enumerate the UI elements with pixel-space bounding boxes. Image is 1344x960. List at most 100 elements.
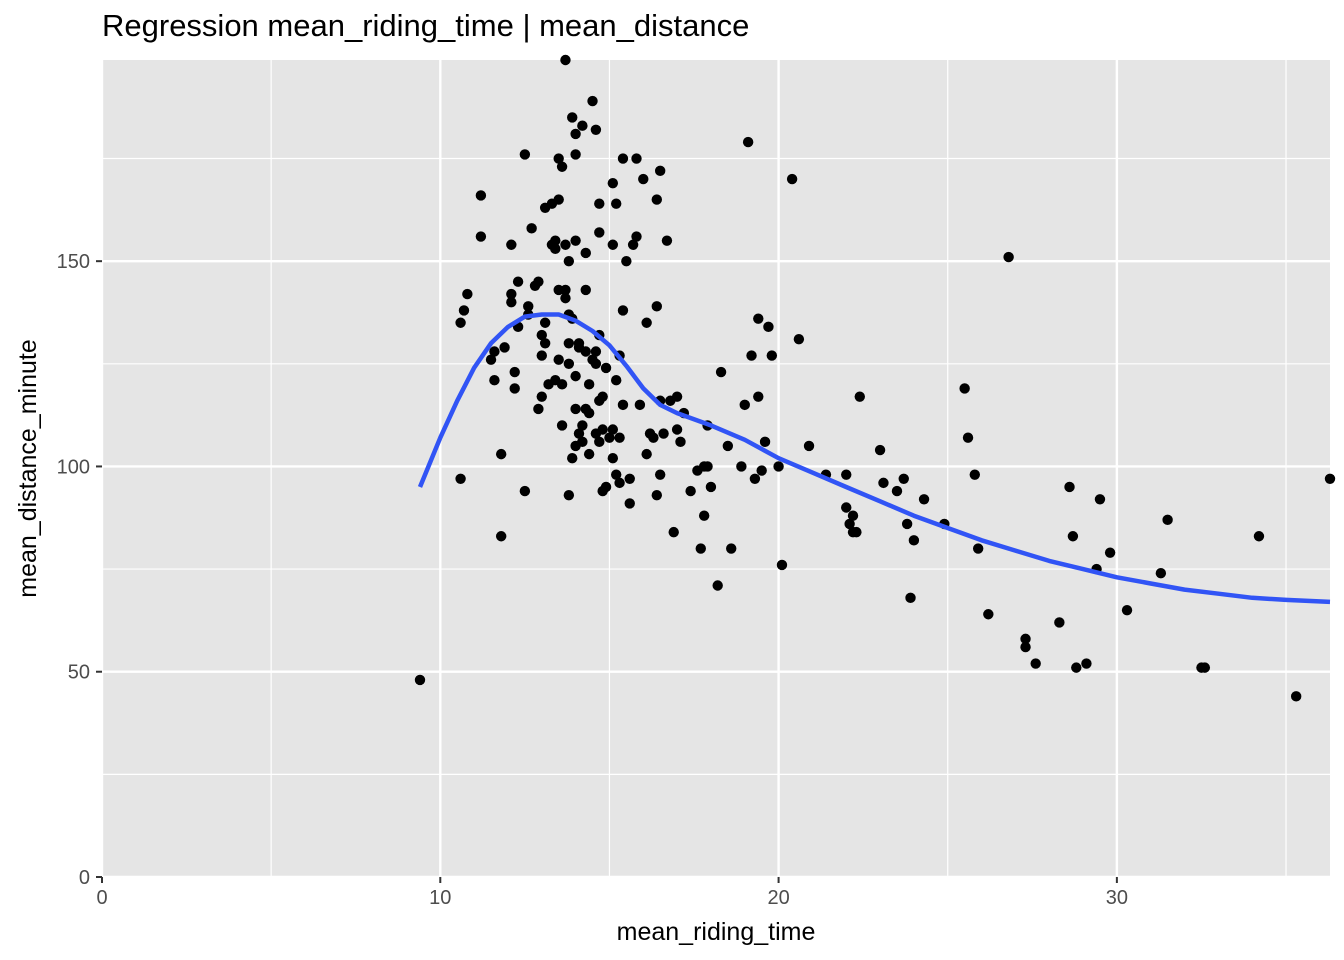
chart-title: Regression mean_riding_time | mean_dista… — [102, 8, 750, 43]
data-point — [742, 136, 754, 148]
data-point — [726, 543, 737, 554]
data-point — [600, 481, 612, 493]
data-point — [506, 239, 517, 250]
data-point — [607, 177, 619, 189]
data-point — [1155, 567, 1167, 579]
x-tick-label: 10 — [429, 887, 451, 909]
data-point — [844, 518, 855, 530]
data-point — [567, 453, 578, 464]
data-point — [739, 399, 750, 411]
data-point — [851, 526, 862, 538]
data-point — [1199, 662, 1211, 673]
data-point — [563, 489, 575, 501]
data-point — [695, 543, 706, 554]
data-point — [793, 333, 805, 345]
y-tick-label: 100 — [57, 456, 90, 478]
y-tick-label: 150 — [57, 251, 90, 273]
data-point — [634, 399, 646, 411]
data-point — [509, 366, 520, 378]
data-point — [1290, 691, 1302, 702]
data-point — [611, 375, 622, 386]
data-point — [1162, 514, 1173, 526]
data-point — [597, 424, 608, 435]
data-point — [563, 255, 575, 267]
data-point — [841, 502, 852, 513]
data-point — [702, 461, 713, 472]
data-point — [668, 526, 679, 538]
data-point — [506, 297, 517, 308]
data-point — [556, 161, 568, 172]
data-point — [512, 276, 524, 287]
data-point — [962, 432, 974, 443]
data-point — [651, 489, 662, 501]
data-point — [675, 436, 686, 448]
data-point — [874, 444, 886, 456]
data-point — [580, 247, 591, 259]
data-point — [1071, 662, 1082, 673]
data-point — [577, 420, 588, 431]
data-point — [746, 350, 757, 361]
data-point — [901, 518, 913, 530]
data-point — [577, 436, 588, 448]
data-point — [455, 473, 466, 484]
y-axis-title: mean_distance_minute — [14, 339, 42, 598]
data-point — [556, 379, 568, 390]
data-point — [553, 153, 564, 164]
x-tick-label: 20 — [767, 887, 789, 909]
data-point — [536, 329, 547, 341]
data-point — [1003, 251, 1014, 263]
data-point — [624, 473, 635, 484]
data-point — [594, 198, 605, 209]
data-point — [550, 243, 561, 255]
data-point — [570, 235, 581, 246]
data-point — [594, 436, 605, 448]
data-point — [563, 338, 575, 349]
data-point — [519, 149, 531, 160]
x-tick-label: 30 — [1106, 887, 1128, 909]
data-point — [1020, 641, 1031, 653]
data-point — [553, 194, 564, 205]
data-point — [580, 346, 591, 357]
data-point — [648, 432, 659, 443]
data-point — [414, 674, 426, 686]
data-point — [590, 358, 602, 370]
data-point — [671, 391, 683, 402]
data-point — [638, 173, 649, 185]
data-point — [763, 321, 774, 333]
data-point — [607, 453, 619, 464]
data-point — [523, 301, 534, 312]
x-axis-title: mean_riding_time — [617, 918, 816, 946]
data-point — [776, 559, 788, 571]
x-tick-label: 0 — [96, 887, 107, 909]
data-point — [1067, 531, 1079, 542]
data-point — [455, 317, 466, 328]
data-point — [580, 284, 591, 296]
data-point — [509, 383, 520, 394]
data-point — [753, 391, 764, 402]
data-point — [753, 313, 764, 324]
smooth-curve — [417, 312, 1331, 605]
data-point — [854, 391, 865, 402]
data-point — [722, 440, 734, 452]
data-point — [878, 477, 889, 489]
data-point — [631, 231, 642, 242]
data-point — [654, 165, 666, 177]
data-point — [918, 494, 930, 505]
data-point — [773, 461, 784, 472]
data-point — [705, 481, 717, 493]
data-point — [651, 301, 662, 312]
data-point — [539, 317, 551, 328]
data-point — [495, 531, 507, 542]
data-point — [624, 498, 635, 509]
data-point — [519, 485, 531, 497]
data-point — [756, 465, 767, 476]
data-point — [908, 535, 920, 546]
data-point — [614, 432, 625, 443]
data-point — [475, 190, 487, 201]
data-point — [1020, 633, 1031, 645]
data-point — [570, 403, 581, 415]
x-axis-ticks: 0 10 20 30 — [96, 877, 1128, 909]
data-point — [617, 305, 629, 316]
data-point — [631, 153, 642, 164]
